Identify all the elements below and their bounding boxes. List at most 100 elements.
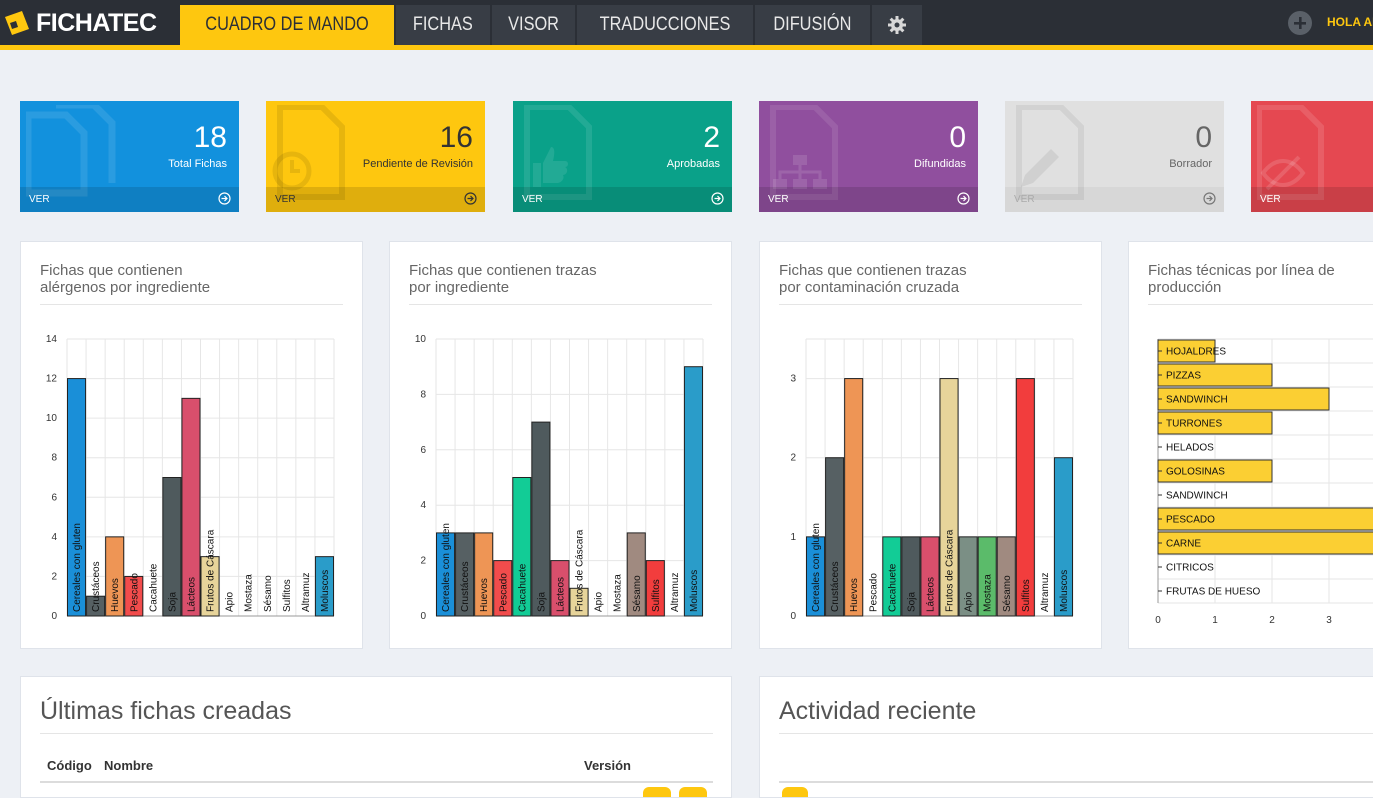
x-tick-label: Cereales con gluten [811, 523, 822, 612]
y-tick-label: 1 [790, 532, 796, 543]
y-tick-label: 2 [51, 571, 57, 582]
bar-chart-trazas: 0 2 4 6 8 10 Cereales con gluten Crustáceos Huev… [415, 334, 704, 622]
tile-count: 18 [193, 121, 227, 154]
x-tick-label: Cacahuete [148, 563, 159, 612]
y-tick-label: TURRONES [1166, 419, 1222, 430]
y-tick-label: 4 [420, 500, 426, 511]
column-header-version[interactable]: Versión [584, 758, 631, 773]
tile-view-link[interactable]: VER [275, 194, 296, 205]
x-tick-label: Sulfitos [651, 579, 662, 612]
x-tick-label: Altramuz [670, 573, 681, 612]
chart-panel-trazas: Fichas que contienen trazas por ingredie… [389, 241, 732, 649]
chart-title: Fichas que contienen trazas por contamin… [779, 262, 967, 296]
tile-borrador[interactable]: 0 Borrador VER [1005, 101, 1224, 212]
bar [806, 536, 826, 617]
bar [493, 560, 513, 617]
tile-difundidas[interactable]: 0 Difundidas VER [759, 101, 978, 212]
x-tick-label: Apio [225, 592, 236, 612]
tile-total-fichas[interactable]: 18 Total Fichas VER [20, 101, 239, 212]
column-header-name[interactable]: Nombre [104, 758, 154, 773]
bar [162, 477, 182, 617]
bar [996, 536, 1016, 617]
thumbs-up-file-icon [524, 105, 592, 200]
column-header-code[interactable]: Código [47, 758, 92, 773]
x-tick-label: Moluscos [689, 570, 700, 612]
tile-footer[interactable]: VER [513, 187, 732, 212]
nav-tab-fichas[interactable]: FICHAS [396, 5, 490, 45]
y-tick-label: 0 [51, 611, 57, 622]
tile-view-link[interactable]: VER [29, 194, 50, 205]
x-tick-label: Cereales con gluten [72, 523, 83, 612]
x-tick-label: Pescado [498, 573, 509, 612]
divider [409, 304, 712, 305]
x-tick-label: Pescado [129, 573, 140, 612]
tile-footer[interactable]: VER [20, 187, 239, 212]
x-tick-label: Cereales con gluten [441, 523, 452, 612]
bar [1053, 457, 1073, 617]
x-tick-label: Apio [594, 592, 605, 612]
divider [779, 304, 1082, 305]
y-tick-label: 0 [420, 611, 426, 622]
tile-pendiente-revision[interactable]: 16 Pendiente de Revisión VER [266, 101, 485, 212]
user-greeting[interactable]: HOLA AL [1327, 15, 1373, 29]
x-tick-label: Sésamo [1002, 575, 1013, 612]
x-tick-label: 1 [1212, 615, 1218, 626]
table-header-divider [40, 781, 713, 783]
bar [200, 556, 220, 617]
recent-activity-panel: Actividad reciente [759, 676, 1373, 798]
tile-footer[interactable]: VER [1005, 187, 1224, 212]
x-tick-label: Mostaza [983, 574, 994, 612]
y-tick-label: GOLOSINAS [1166, 467, 1225, 478]
x-tick-label: Lácteos [555, 577, 566, 612]
y-tick-label: 6 [51, 492, 57, 503]
bar [569, 587, 589, 617]
arrow-circle-right-icon [218, 192, 231, 205]
bar [105, 536, 125, 617]
x-tick-label: Crustáceos [830, 561, 841, 612]
x-tick-label: Soja [906, 592, 917, 612]
bar [939, 378, 959, 617]
settings-button[interactable] [871, 5, 922, 45]
tile-view-link[interactable]: VER [768, 194, 789, 205]
divider [779, 733, 1373, 734]
y-tick-label: 14 [46, 334, 58, 345]
x-tick-label: Cacahuete [887, 563, 898, 612]
nav-tab-traducciones[interactable]: TRADUCCIONES [576, 5, 753, 45]
y-tick-label: 3 [790, 374, 796, 385]
tile-footer[interactable]: VER [266, 187, 485, 212]
add-button[interactable] [1288, 11, 1312, 35]
chart-title: Fichas que contienen alérgenos por ingre… [40, 262, 211, 296]
bar [645, 560, 665, 617]
tile-count: 2 [703, 121, 720, 154]
app-logo[interactable]: FICHATEC [2, 6, 157, 40]
tile-footer[interactable]: VER [759, 187, 978, 212]
chart-panel-contaminacion: Fichas que contienen trazas por contamin… [759, 241, 1102, 649]
tile-aprobadas[interactable]: 2 Aprobadas VER [513, 101, 732, 212]
main-nav: CUADRO DE MANDO FICHAS VISOR TRADUCCIONE… [180, 5, 924, 45]
bar [1015, 378, 1035, 617]
nav-tab-difusion[interactable]: DIFUSIÓN [754, 5, 870, 45]
x-tick-label: Lácteos [925, 577, 936, 612]
tile-view-link[interactable]: VER [1014, 194, 1035, 205]
hbar-chart-lineas: 0 1 2 3 HOJALDRES PIZZAS SANDWINCH TURRONES HELA… [1155, 338, 1373, 626]
x-tick-label: Crustáceos [460, 561, 471, 612]
tile-footer[interactable]: VER [1251, 187, 1373, 212]
y-tick-label: 2 [790, 453, 796, 464]
x-tick-label: Frutos de Cáscara [206, 529, 217, 612]
y-tick-label: CARNE [1166, 539, 1201, 550]
tile-view-link[interactable]: VER [522, 194, 543, 205]
arrow-circle-right-icon [957, 192, 970, 205]
nav-tab-dashboard[interactable]: CUADRO DE MANDO [180, 5, 395, 45]
bar [67, 378, 87, 617]
y-tick-label: HELADOS [1166, 443, 1214, 454]
bar [512, 477, 532, 617]
tile-view-link[interactable]: VER [1260, 194, 1281, 205]
y-tick-label: HOJALDRES [1166, 347, 1226, 358]
y-tick-label: 2 [420, 556, 426, 567]
nav-tab-visor[interactable]: VISOR [491, 5, 575, 45]
eye-slash-file-icon [1257, 105, 1324, 200]
y-tick-label: 10 [46, 413, 58, 424]
bar [958, 536, 978, 617]
tile-no-visibles[interactable]: VER [1251, 101, 1373, 212]
x-tick-label: Altramuz [1040, 573, 1051, 612]
